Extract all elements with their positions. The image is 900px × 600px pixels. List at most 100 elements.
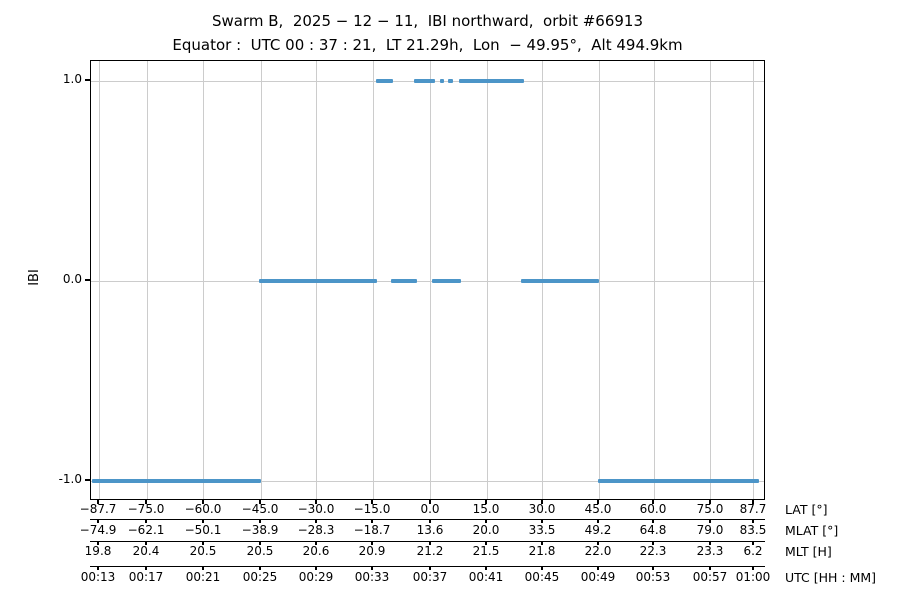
x-tick-label: 00:57 [692,570,728,584]
x-tick-mark [752,566,754,570]
ibi-segment [92,479,262,483]
ibi-segment [448,79,453,83]
x-tick-label: −30.0 [297,502,335,516]
x-tick-label: 22.3 [639,544,667,558]
ibi-segment [432,279,461,283]
x-tick-label: 01:00 [735,570,771,584]
y-axis-label: IBI [26,269,42,286]
y-gridline [91,280,764,282]
x-tick-mark [371,541,373,545]
y-tick-label: 1.0 [62,72,82,86]
x-tick-mark [541,519,543,523]
x-tick-label: −28.3 [297,523,335,537]
x-tick-mark [259,566,261,570]
x-tick-mark [259,541,261,545]
x-tick-label: 20.5 [189,544,217,558]
x-tick-mark [597,566,599,570]
x-gridline [430,61,432,499]
x-tick-label: 00:25 [242,570,278,584]
ibi-segment [375,79,393,83]
x-tick-mark [541,541,543,545]
x-tick-label: −75.0 [127,502,165,516]
x-tick-mark [145,566,147,570]
x-gridline [710,61,712,499]
y-tick-label: 0.0 [62,272,82,286]
x-tick-mark [752,519,754,523]
x-tick-mark [597,500,599,504]
x-tick-mark [202,566,204,570]
y-tick-mark [85,479,90,481]
x-tick-mark [752,541,754,545]
x-tick-mark [597,519,599,523]
ibi-segment [413,79,435,83]
ibi-segment [459,79,524,83]
x-tick-label: 45.0 [584,502,612,516]
x-tick-label: −18.7 [353,523,391,537]
x-gridline [598,61,600,499]
axis-row-label: MLAT [°] [785,522,839,538]
x-tick-mark [709,541,711,545]
x-tick-label: 00:29 [298,570,334,584]
x-gridline [653,61,655,499]
x-tick-mark [429,541,431,545]
x-tick-label: 00:49 [580,570,616,584]
x-tick-mark [97,541,99,545]
x-tick-label: 33.5 [528,523,556,537]
x-tick-mark [652,519,654,523]
x-tick-mark [259,519,261,523]
x-tick-mark [541,500,543,504]
x-tick-mark [97,566,99,570]
axis-row-label: MLT [H] [785,543,832,559]
x-tick-label: 20.0 [472,523,500,537]
x-tick-mark [315,500,317,504]
x-tick-mark [97,519,99,523]
x-tick-mark [145,541,147,545]
x-tick-label: 00:53 [635,570,671,584]
y-tick-label: -1.0 [58,472,82,486]
x-tick-label: 60.0 [639,502,667,516]
axis-row-line [90,518,765,520]
x-tick-label: 83.5 [739,523,767,537]
x-tick-mark [485,541,487,545]
x-gridline [98,61,100,499]
x-tick-label: 87.7 [739,502,767,516]
x-tick-label: 00:21 [185,570,221,584]
x-tick-label: −15.0 [353,502,391,516]
x-tick-label: 75.0 [696,502,724,516]
x-tick-label: −38.9 [241,523,279,537]
x-tick-label: 21.2 [416,544,444,558]
plot-title: Swarm B, 2025 − 12 − 11, IBI northward, … [211,12,644,30]
x-tick-label: 22.0 [584,544,612,558]
x-tick-label: −74.9 [79,523,117,537]
x-tick-label: 13.6 [416,523,444,537]
x-tick-label: 00:37 [412,570,448,584]
x-tick-label: 00:41 [468,570,504,584]
x-tick-mark [202,541,204,545]
y-tick-mark [85,279,90,281]
ibi-segment [259,279,377,283]
x-tick-mark [145,519,147,523]
x-tick-mark [541,566,543,570]
x-tick-mark [709,500,711,504]
x-tick-label: 00:17 [128,570,164,584]
x-tick-label: 00:13 [80,570,116,584]
x-tick-label: −45.0 [241,502,279,516]
x-tick-mark [202,519,204,523]
x-tick-mark [315,541,317,545]
x-tick-label: 00:45 [524,570,560,584]
x-tick-mark [652,541,654,545]
x-tick-label: 15.0 [472,502,500,516]
x-tick-mark [259,500,261,504]
x-tick-label: 20.4 [132,544,160,558]
x-tick-mark [485,519,487,523]
ibi-segment [390,279,418,283]
x-gridline [146,61,148,499]
x-tick-label: 23.3 [696,544,724,558]
axis-row-label: UTC [HH : MM] [785,569,877,585]
x-tick-mark [709,566,711,570]
x-tick-label: 00:33 [354,570,390,584]
x-tick-mark [145,500,147,504]
x-tick-mark [652,566,654,570]
x-gridline [753,61,755,499]
